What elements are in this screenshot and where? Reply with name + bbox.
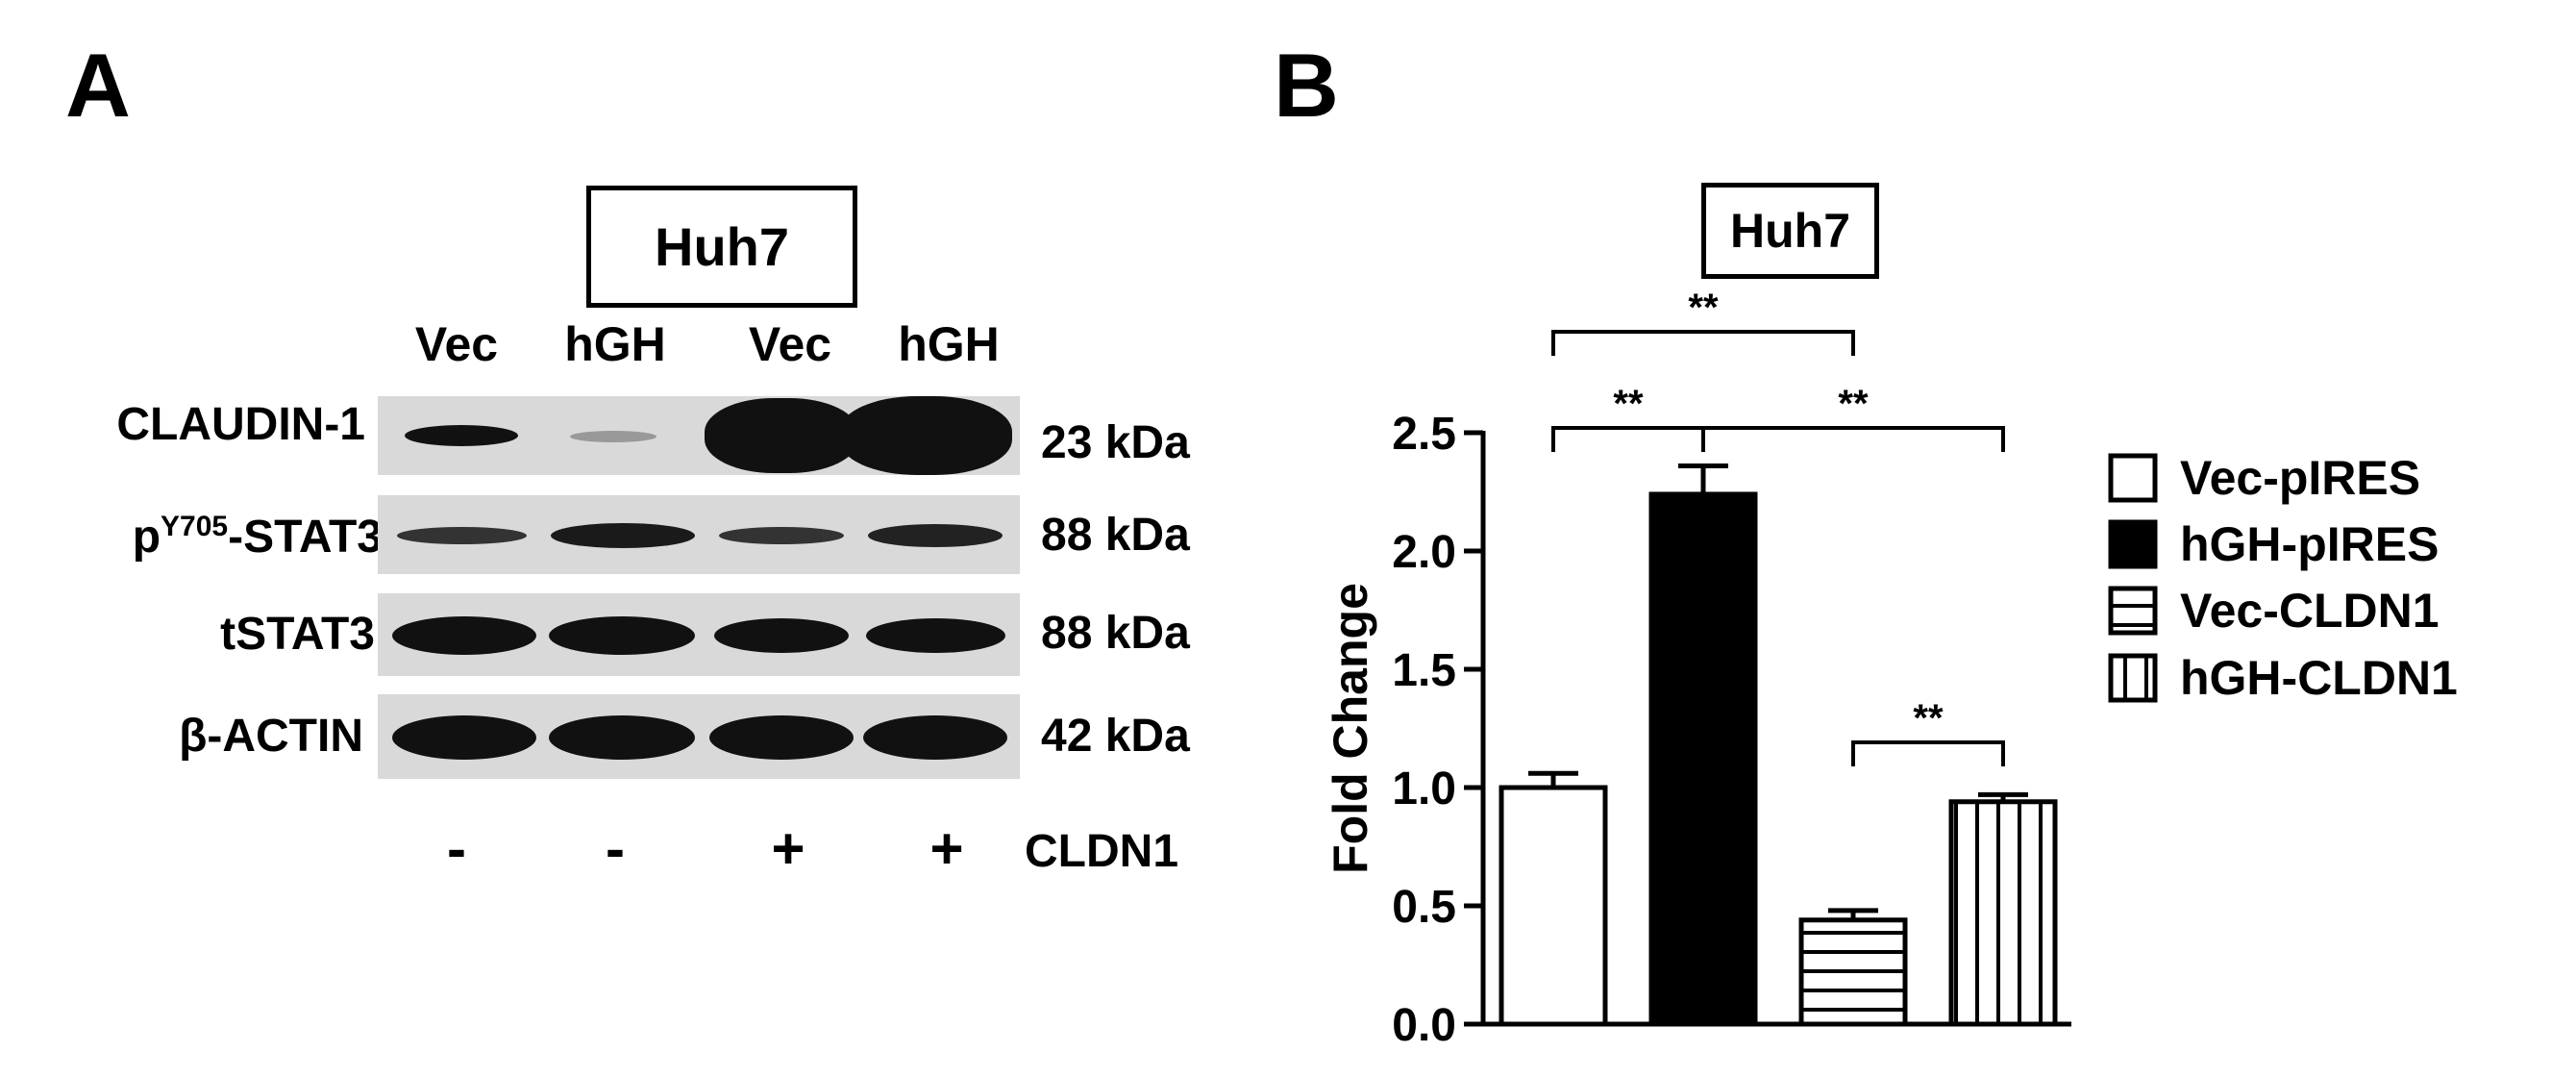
kda-label: 42 kDa bbox=[1041, 711, 1190, 762]
treatment-sign: + bbox=[929, 816, 964, 881]
panel-a-cell-line-box: Huh7 bbox=[586, 186, 857, 308]
legend-label: Vec-CLDN1 bbox=[2180, 584, 2440, 638]
blot-row-label: CLAUDIN-1 bbox=[116, 399, 365, 450]
panel-b-label: B bbox=[1274, 35, 1339, 136]
lane-label: hGH bbox=[898, 317, 1000, 371]
blot-band bbox=[839, 396, 1012, 475]
bar bbox=[1499, 785, 1608, 1027]
blot-row-label: tSTAT3 bbox=[220, 609, 375, 660]
lane-label: hGH bbox=[564, 317, 666, 371]
significance-label: ** bbox=[1613, 383, 1644, 425]
blot-strip-tstat3 bbox=[378, 593, 1020, 676]
significance-label: ** bbox=[1838, 383, 1869, 425]
blot-band bbox=[549, 616, 695, 655]
legend-swatch bbox=[2108, 653, 2158, 703]
treatment-sign: + bbox=[771, 816, 805, 881]
legend-label: hGH-pIRES bbox=[2180, 517, 2439, 571]
y-axis-label: Fold Change bbox=[1324, 583, 1377, 874]
legend-swatch bbox=[2108, 453, 2158, 503]
y-tick-label: 0.0 bbox=[1392, 1000, 1456, 1051]
blot-band bbox=[570, 431, 656, 442]
significance-bracket bbox=[1551, 426, 1705, 452]
blot-band bbox=[719, 527, 844, 544]
blot-row-label: β-ACTIN bbox=[179, 711, 363, 762]
y-tick-label: 1.0 bbox=[1392, 764, 1456, 814]
blot-band bbox=[709, 715, 854, 760]
blot-strip-claudin1 bbox=[378, 396, 1020, 475]
lane-label: Vec bbox=[414, 317, 499, 371]
chart-title-box: Huh7 bbox=[1701, 183, 1879, 279]
blot-band bbox=[392, 616, 536, 655]
significance-bracket bbox=[1551, 330, 1855, 356]
treatment-sign: - bbox=[447, 816, 466, 881]
blot-band bbox=[863, 715, 1007, 760]
legend-swatch bbox=[2108, 586, 2158, 636]
panel-a-cell-line: Huh7 bbox=[655, 216, 789, 277]
blot-band bbox=[397, 527, 527, 544]
legend-swatch bbox=[2108, 519, 2158, 569]
significance-bracket bbox=[1701, 426, 2005, 452]
blot-strip-pstat3 bbox=[378, 495, 1020, 574]
blot-row-label: pY705-STAT3 bbox=[132, 511, 383, 563]
bar bbox=[1648, 491, 1758, 1027]
kda-label: 88 kDa bbox=[1041, 510, 1190, 561]
blot-band bbox=[866, 618, 1005, 653]
chart-title: Huh7 bbox=[1730, 204, 1850, 258]
lane-label: Vec bbox=[748, 317, 832, 371]
y-tick-label: 2.0 bbox=[1392, 527, 1456, 578]
panel-a-label: A bbox=[65, 35, 131, 136]
blot-band bbox=[868, 524, 1003, 547]
kda-label: 88 kDa bbox=[1041, 608, 1190, 659]
blot-band bbox=[551, 523, 695, 548]
blot-band bbox=[405, 425, 518, 446]
significance-label: ** bbox=[1688, 287, 1719, 329]
legend-label: hGH-CLDN1 bbox=[2180, 651, 2458, 705]
bar bbox=[1798, 917, 1908, 1027]
blot-band bbox=[549, 715, 695, 760]
y-tick-label: 0.5 bbox=[1392, 882, 1456, 933]
kda-label: 23 kDa bbox=[1041, 417, 1190, 468]
significance-bracket bbox=[1851, 740, 2005, 766]
y-tick-label: 1.5 bbox=[1392, 645, 1456, 696]
treatment-sign: - bbox=[606, 816, 625, 881]
significance-label: ** bbox=[1913, 697, 1944, 739]
treatment-label: CLDN1 bbox=[1025, 826, 1179, 877]
blot-strip-beta-actin bbox=[378, 694, 1020, 779]
y-tick-label: 2.5 bbox=[1392, 409, 1456, 460]
legend-label: Vec-pIRES bbox=[2180, 451, 2420, 505]
blot-band bbox=[714, 618, 849, 653]
bar bbox=[1948, 799, 2058, 1027]
blot-band bbox=[705, 398, 858, 473]
blot-band bbox=[392, 715, 536, 760]
